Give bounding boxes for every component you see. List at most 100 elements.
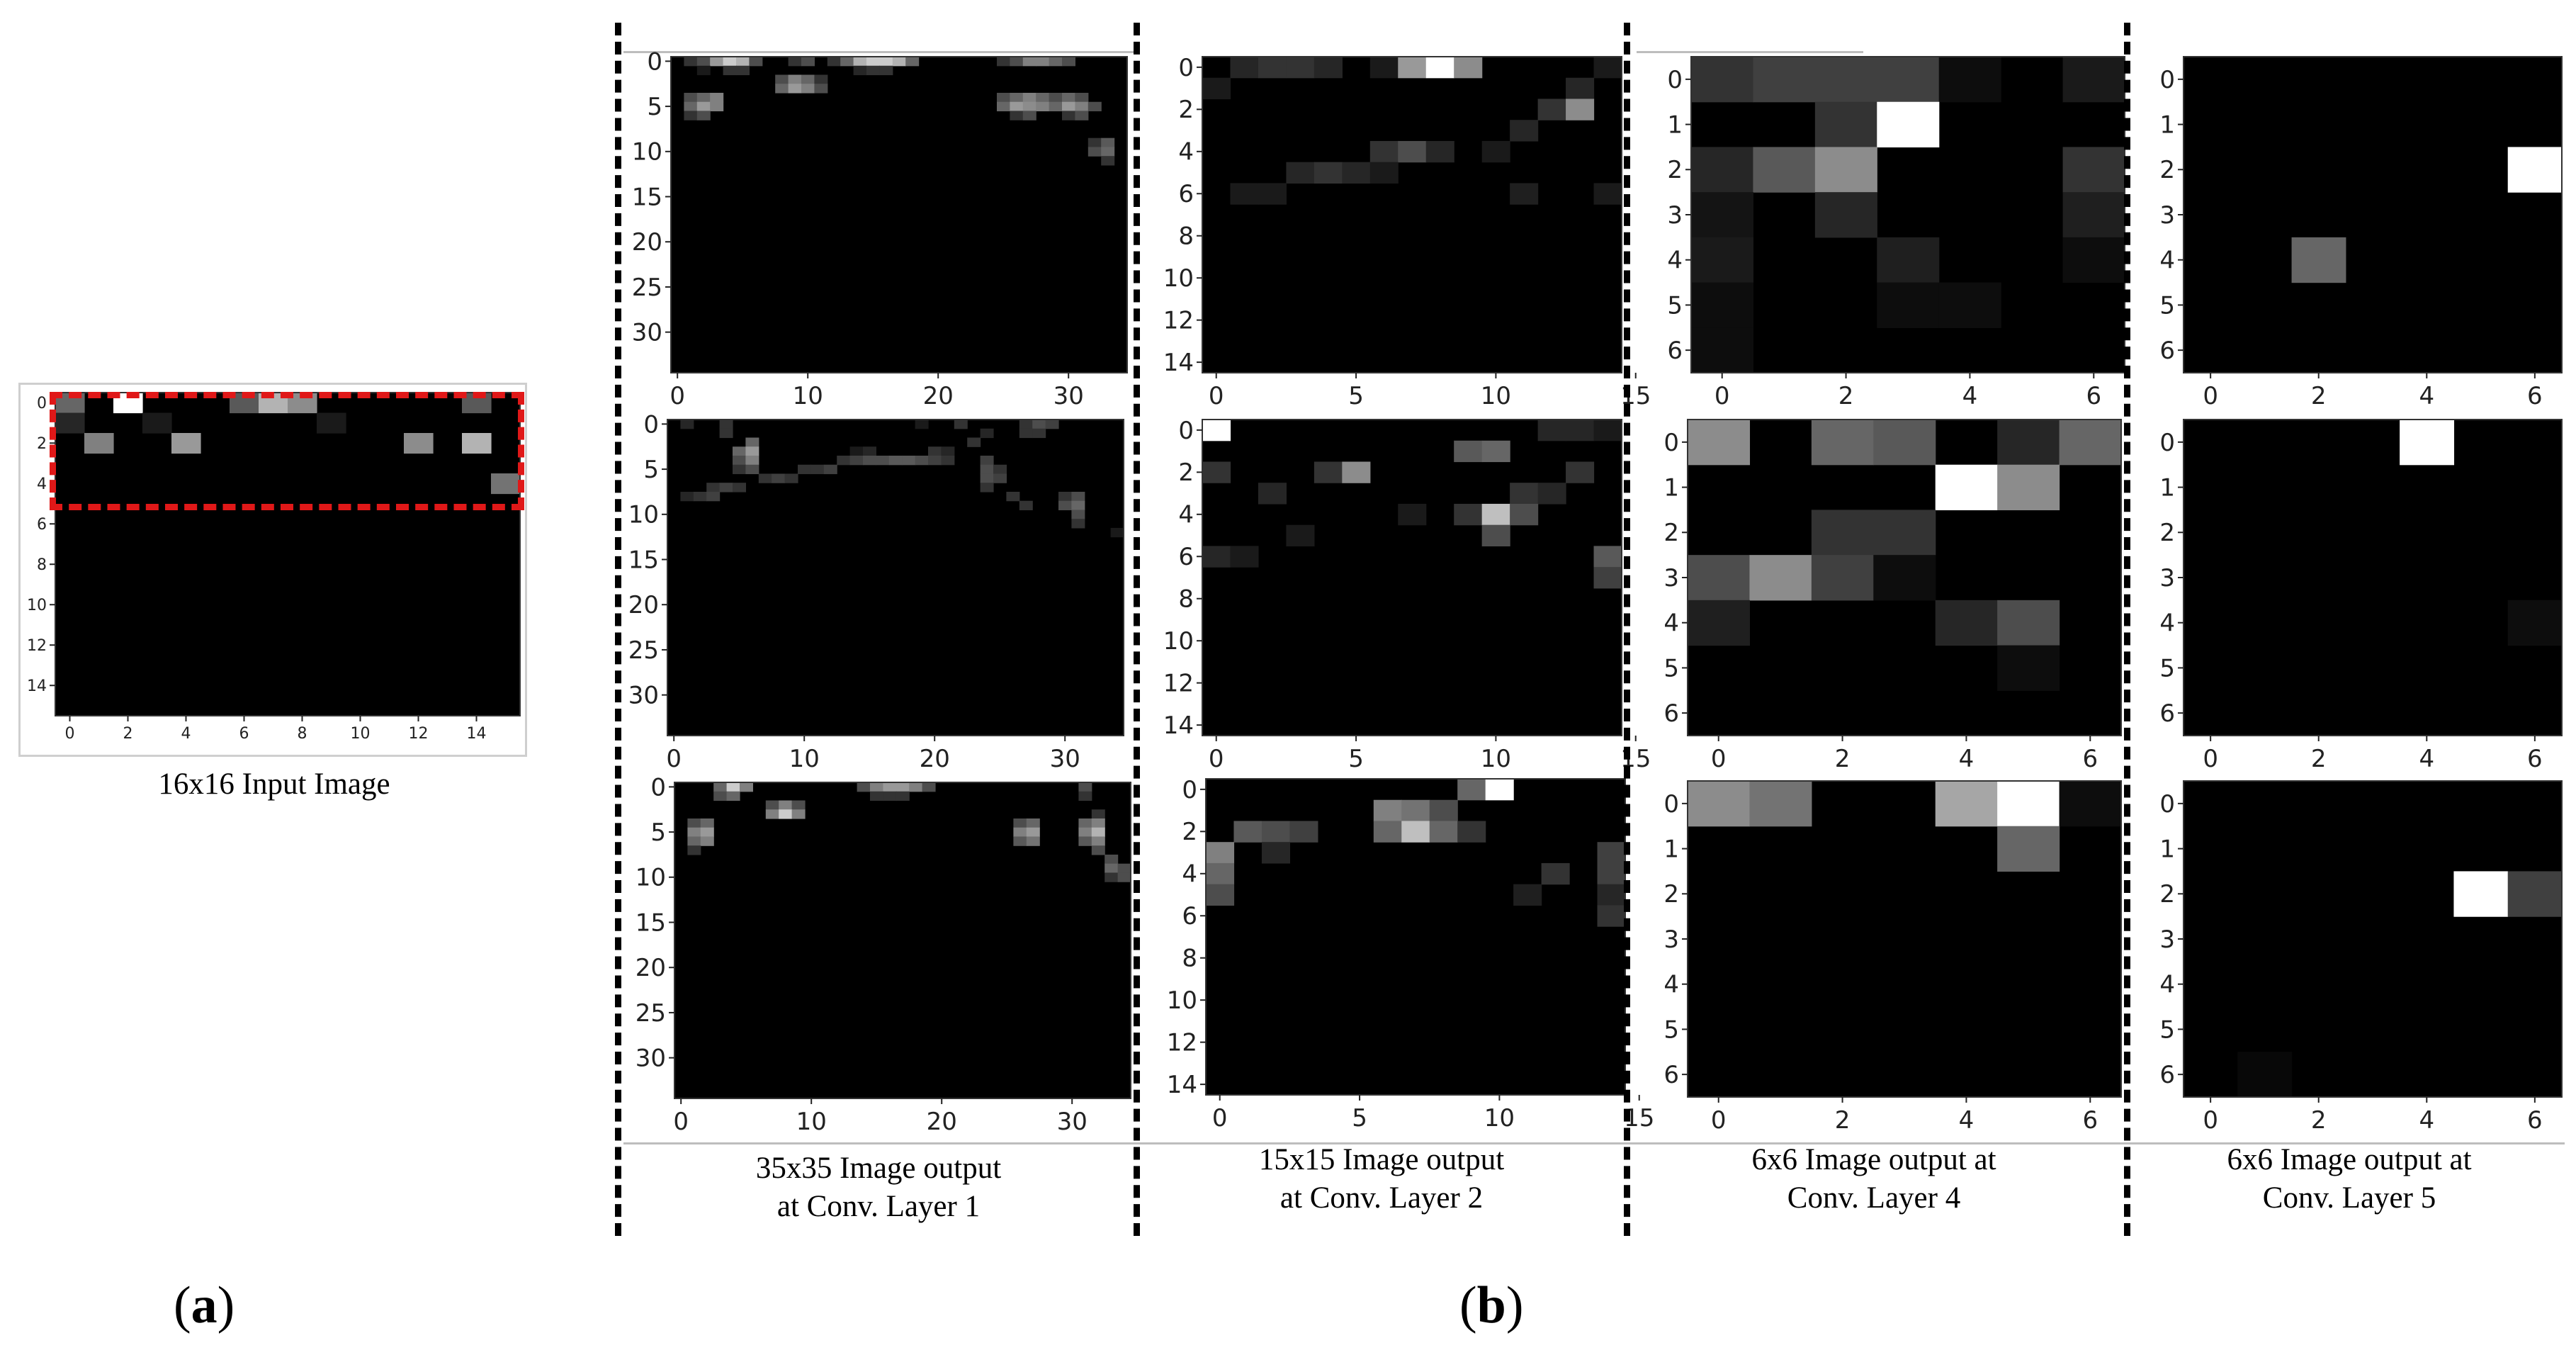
heatmap-cell — [1022, 92, 1036, 103]
heatmap-cell — [1289, 821, 1318, 843]
heatmap-cell — [1022, 101, 1036, 112]
heatmap-cell — [2507, 600, 2563, 646]
heatmap-cell — [1691, 192, 1754, 238]
heatmap-cell — [791, 809, 806, 819]
heatmap-cell — [733, 446, 746, 456]
heatmap-cell — [788, 84, 802, 94]
x-tick-label: 20 — [920, 745, 950, 773]
heatmap-cell — [1877, 57, 1940, 103]
y-tick-label: 6 — [37, 516, 47, 534]
heatmap-cell — [1373, 821, 1402, 843]
x-tick-label: 14 — [467, 725, 487, 743]
y-tick-label: 2 — [1178, 459, 1194, 487]
heatmap-cell — [1071, 510, 1085, 519]
heatmap-cell — [1688, 600, 1751, 646]
x-tick-label: 10 — [796, 1108, 827, 1136]
heatmap-cell — [1997, 600, 2060, 646]
heatmap-cell — [733, 483, 746, 493]
y-tick-label: 8 — [1182, 945, 1197, 973]
heatmap-cell — [1036, 101, 1050, 112]
heatmap-cell — [2059, 781, 2122, 827]
heatmap-cell — [1013, 827, 1027, 838]
heatmap-frame — [674, 782, 1131, 1099]
heatmap-cell — [696, 57, 711, 67]
heatmap-cell — [1071, 491, 1085, 502]
heatmap-cell — [2507, 871, 2563, 917]
y-tick-label: 12 — [27, 637, 47, 655]
y-tick-label: 4 — [1663, 609, 1679, 638]
heatmap-cell — [863, 446, 876, 456]
heatmap-cell — [2062, 237, 2125, 283]
heatmap-cell — [1258, 57, 1287, 79]
conv1-map3-panel: 0 10 20 30 0 5 10 15 20 25 30 — [623, 773, 1135, 1140]
heatmap-cell — [810, 464, 825, 475]
y-tick-label: 8 — [1178, 585, 1194, 614]
heatmap-cell — [1101, 137, 1115, 148]
column-separator-4 — [2124, 23, 2130, 1236]
x-tick-label: 30 — [1057, 1108, 1088, 1136]
heatmap-cell — [1036, 92, 1050, 103]
heatmap-cell — [1398, 57, 1427, 79]
y-tick-label: 14 — [1167, 1071, 1197, 1099]
heatmap-cell — [687, 836, 701, 846]
heatmap-cell — [1593, 546, 1622, 568]
x-tick-label: 30 — [1053, 382, 1084, 410]
heatmap-cell — [1688, 420, 1751, 466]
heatmap-cell — [1541, 862, 1570, 885]
heatmap-cell — [1206, 842, 1235, 864]
y-tick-label: 6 — [1178, 180, 1194, 208]
heatmap-cell — [1202, 461, 1231, 483]
y-tick-label: 15 — [628, 546, 659, 574]
y-tick-label: 0 — [643, 410, 659, 439]
heatmap-cell — [1429, 799, 1458, 822]
y-tick-label: 0 — [1663, 790, 1679, 819]
heatmap-background — [1202, 420, 1622, 736]
heatmap-cell — [788, 74, 802, 84]
conv5-caption: 6x6 Image output at Conv. Layer 5 — [2132, 1141, 2566, 1217]
heatmap-cell — [740, 782, 753, 792]
heatmap-cell — [687, 845, 701, 855]
heatmap-cell — [1105, 863, 1119, 874]
y-tick-label: 1 — [2159, 835, 2175, 863]
y-tick-label: 5 — [2159, 1016, 2175, 1044]
heatmap-cell — [1286, 162, 1315, 184]
heatmap-cell — [870, 782, 883, 792]
heatmap-cell — [700, 818, 714, 828]
heatmap-cell — [1457, 821, 1486, 843]
heatmap-cell — [706, 483, 721, 493]
x-tick-label: 4 — [1962, 382, 1978, 410]
heatmap-cell — [1230, 57, 1259, 79]
heatmap-cell — [1597, 905, 1626, 927]
column-separator-2 — [1134, 23, 1140, 1236]
sublabel-a: (a) — [174, 1276, 235, 1334]
heatmap-cell — [1032, 420, 1046, 429]
heatmap-cell — [491, 473, 521, 495]
heatmap-cell — [317, 412, 346, 434]
heatmap-cell — [1110, 527, 1124, 538]
heatmap-cell — [2291, 237, 2346, 283]
y-tick-label: 0 — [2159, 429, 2175, 457]
y-tick-label: 1 — [1667, 111, 1683, 139]
heatmap-cell — [84, 433, 114, 454]
heatmap-cell — [1429, 821, 1458, 843]
x-tick-label: 10 — [351, 725, 371, 743]
heatmap-cell — [1049, 57, 1063, 67]
heatmap-cell — [1342, 162, 1371, 184]
x-tick-label: 2 — [123, 725, 133, 743]
x-tick-label: 20 — [927, 1108, 957, 1136]
heatmap-cell — [801, 84, 815, 94]
y-tick-label: 0 — [2159, 66, 2175, 94]
heatmap-cell — [1753, 147, 1816, 193]
heatmap-cell — [1454, 440, 1483, 463]
y-tick-label: 3 — [1663, 564, 1679, 592]
heatmap-svg: 0 10 20 30 0 5 10 15 20 25 30 — [632, 47, 1128, 410]
heatmap-cell — [55, 412, 85, 434]
y-tick-label: 30 — [632, 319, 662, 347]
input-image-frame — [18, 383, 527, 757]
heatmap-cell — [863, 455, 876, 466]
heatmap-cell — [1814, 57, 1877, 103]
